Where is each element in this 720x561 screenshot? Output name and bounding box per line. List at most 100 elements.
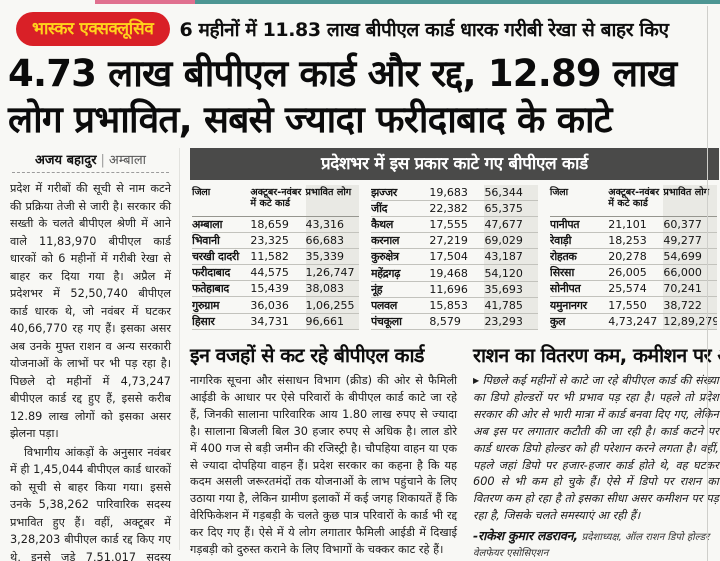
article-body: अजय बहादुर | अम्बाला प्रदेश में गरीबों की … <box>0 142 720 561</box>
bpl-cards-table: जिला अक्टूबर-नवंबर में कटे कार्ड प्रभावित … <box>190 180 719 330</box>
cards-cut-cell: 19,468 <box>429 266 468 280</box>
affected-people-cell: 96,661 <box>305 313 359 329</box>
ration-section-title: राशन का वितरण कम, कमीशन पर असर <box>473 343 720 367</box>
kicker-headline: 6 महीनों में 11.83 लाख बीपीएल कार्ड धारक… <box>179 19 669 41</box>
affected-people-cell: 12,89,279 <box>663 313 717 329</box>
table-row: जींद 22,382 65,375 <box>370 201 538 218</box>
ration-section-body: ▶ पिछले कई महीनों से काटे जा रहे बीपीएल क… <box>473 373 719 525</box>
district-cell: सिरसा <box>549 266 575 280</box>
district-column-header: जिला <box>192 187 210 198</box>
exclusive-badge: भास्कर एक्सक्लूसिव <box>16 12 170 46</box>
right-content-area: प्रदेशभर में इस प्रकार काटे गए बीपीएल का… <box>180 148 720 559</box>
table-row: फतेहाबाद 15,439 38,083 <box>192 281 359 298</box>
cards-cut-cell: 36,036 <box>250 298 289 312</box>
byline-separator: | <box>100 153 105 168</box>
table-row: अम्बाला 18,659 43,316 <box>192 217 359 234</box>
district-cell: रेवाड़ी <box>549 234 572 248</box>
cards-cut-cell: 15,853 <box>429 298 468 312</box>
cards-cut-cell: 17,550 <box>608 298 647 312</box>
byline-location: अम्बाला <box>108 153 147 168</box>
byline-author: अजय बहादुर <box>34 153 97 168</box>
table-header-row: जिला अक्टूबर-नवंबर में कटे कार्ड प्रभावित … <box>549 185 717 217</box>
cards-cut-cell: 22,382 <box>429 202 468 216</box>
ration-section-text: पिछले कई महीनों से काटे जा रहे बीपीएल का… <box>473 373 719 523</box>
district-cell: कुरुक्षेत्र <box>370 250 399 264</box>
top-border-teal-segment <box>195 0 720 4</box>
table-row: करनाल 27,219 69,029 <box>370 233 538 250</box>
cards-cut-cell: 20,278 <box>608 250 647 264</box>
left-text-column: अजय बहादुर | अम्बाला प्रदेश में गरीबों की … <box>8 148 180 561</box>
affected-people-cell: 1,26,747 <box>305 265 359 281</box>
table-row: रोहतक 20,278 54,699 <box>549 249 717 266</box>
table-row: कुल 4,73,247 12,89,279 <box>549 313 717 330</box>
table-row: हिसार 34,731 96,661 <box>192 313 359 330</box>
cards-cut-cell: 44,575 <box>250 266 289 280</box>
table-row: पलवल 15,853 41,785 <box>370 297 538 314</box>
district-cell: गुरुग्राम <box>192 298 220 312</box>
cards-cut-column-header: अक्टूबर-नवंबर में कटे कार्ड <box>250 187 302 210</box>
affected-people-cell: 65,375 <box>484 201 538 217</box>
affected-people-cell: 38,722 <box>663 297 717 313</box>
masthead: भास्कर एक्सक्लूसिव 6 महीनों में 11.83 ला… <box>16 12 720 46</box>
table-row: झज्जर 19,683 56,344 <box>370 185 538 202</box>
district-cell: झज्जर <box>370 186 398 200</box>
article-paragraph-1: प्रदेश में गरीबों की सूची से नाम कटने की… <box>10 182 171 440</box>
affected-people-cell: 49,277 <box>663 233 717 249</box>
cards-cut-cell: 11,696 <box>429 282 468 296</box>
bottom-sections: इन वजहों से कट रहे बीपीएल कार्ड नागरिक स… <box>190 341 720 561</box>
reasons-section-body: नागरिक सूचना और संसाधन विभाग (क्रीड) की … <box>190 373 458 557</box>
table-row: यमुनानगर 17,550 38,722 <box>549 297 717 314</box>
district-cell: जींद <box>370 202 388 216</box>
district-cell: यमुनानगर <box>549 298 587 312</box>
affected-people-cell: 38,083 <box>305 281 359 297</box>
cards-cut-cell: 26,005 <box>608 266 647 280</box>
table-header-row: जिला अक्टूबर-नवंबर में कटे कार्ड प्रभावित … <box>192 185 359 217</box>
affected-people-cell: 23,293 <box>484 313 538 329</box>
affected-people-cell: 35,693 <box>484 281 538 297</box>
ration-section: राशन का वितरण कम, कमीशन पर असर ▶पिछले कई… <box>473 341 720 561</box>
byline-divider <box>12 172 169 173</box>
cards-cut-cell: 23,325 <box>250 234 289 248</box>
table-row: गुरुग्राम 36,036 1,06,255 <box>192 297 359 314</box>
table-row: नूंह 11,696 35,693 <box>370 281 538 298</box>
table-row: सिरसा 26,005 66,000 <box>549 265 717 282</box>
district-cell: पलवल <box>370 298 398 312</box>
headline-line-1: 4.73 लाख बीपीएल कार्ड और रद्द, 12.89 लाख <box>8 52 677 95</box>
cards-cut-cell: 25,574 <box>608 282 647 296</box>
article-paragraph-2: विभागीय आंकड़ों के अनुसार नवंबर में ही 1… <box>10 445 171 561</box>
triangle-bullet-icon: ▶ <box>473 375 480 385</box>
affected-people-cell: 1,06,255 <box>305 297 359 313</box>
top-border-gap <box>0 0 95 4</box>
district-column-header: जिला <box>549 187 568 198</box>
district-cell: महेंद्रगढ़ <box>370 266 401 280</box>
district-cell: पानीपत <box>549 218 580 232</box>
main-headline: 4.73 लाख बीपीएल कार्ड और रद्द, 12.89 लाख… <box>8 51 710 142</box>
table-group-2: झज्जर 19,683 56,344 जींद 22,382 65,375 कैथल 17,… <box>370 185 538 330</box>
cards-cut-cell: 18,253 <box>608 234 647 248</box>
district-cell: करनाल <box>370 234 400 248</box>
district-cell: रोहतक <box>549 250 577 264</box>
cards-cut-cell: 8,579 <box>429 314 461 328</box>
headline-line-2: लोग प्रभावित, सबसे ज्यादा फरीदाबाद के का… <box>8 97 612 141</box>
district-cell: पंचकूला <box>370 314 402 328</box>
table-row: चरखी दादरी 11,582 35,339 <box>192 249 359 266</box>
affected-people-cell: 54,120 <box>484 265 538 281</box>
top-border <box>0 0 720 4</box>
attribution-name: -राकेश कुमार लडरावन, <box>473 528 578 544</box>
table-row: पानीपत 21,101 60,377 <box>549 217 717 234</box>
cards-cut-cell: 11,582 <box>250 250 289 264</box>
table-title-bar: प्रदेशभर में इस प्रकार काटे गए बीपीएल का… <box>190 148 719 180</box>
affected-people-cell: 66,000 <box>663 265 717 281</box>
cards-cut-cell: 21,101 <box>608 218 647 232</box>
cards-cut-cell: 17,555 <box>429 218 468 232</box>
affected-people-cell: 60,377 <box>663 217 717 233</box>
table-row: रेवाड़ी 18,253 49,277 <box>549 233 717 250</box>
byline: अजय बहादुर | अम्बाला <box>10 148 171 171</box>
district-cell: कैथल <box>370 218 393 232</box>
affected-people-cell: 47,677 <box>484 217 538 233</box>
cards-cut-column-header: अक्टूबर-नवंबर में कटे कार्ड <box>608 187 660 210</box>
top-border-pink-segment <box>95 0 195 4</box>
cards-cut-cell: 17,504 <box>429 250 468 264</box>
district-cell: फतेहाबाद <box>192 282 229 296</box>
